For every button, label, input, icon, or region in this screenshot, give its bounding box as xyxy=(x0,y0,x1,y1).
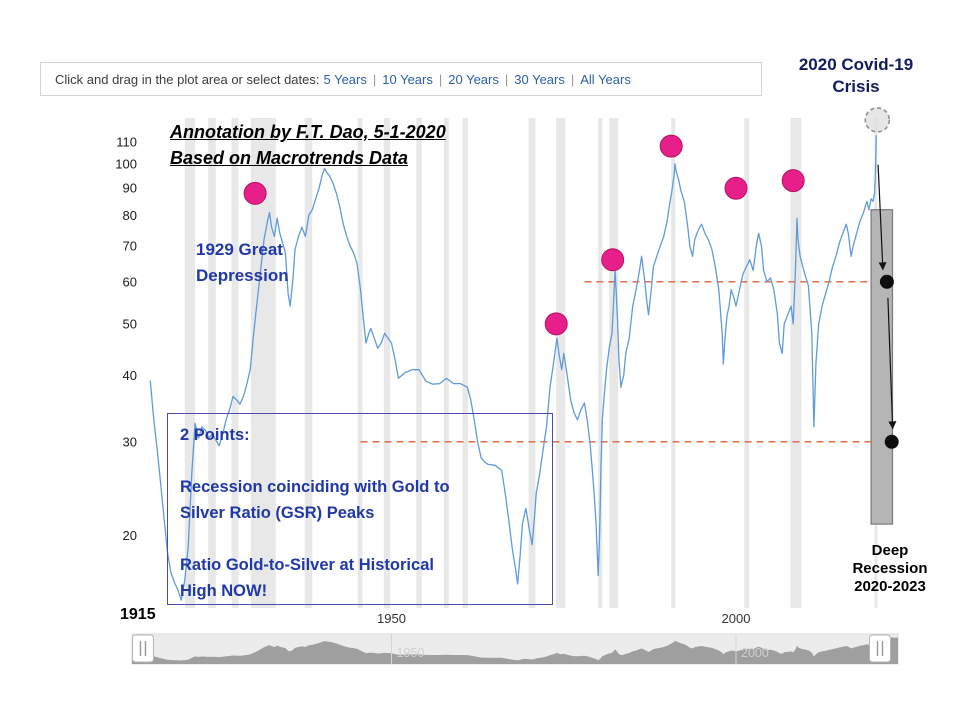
byline-line-2: Based on Macrotrends Data xyxy=(170,148,409,168)
navigator-axis-label: 1950 xyxy=(397,646,425,660)
range-20-years[interactable]: 20 Years xyxy=(448,71,499,87)
y-axis-tick-label: 70 xyxy=(123,239,137,254)
y-axis-tick-label: 30 xyxy=(123,434,137,449)
y-axis-tick-label: 40 xyxy=(123,368,137,383)
range-30-years[interactable]: 30 Years xyxy=(514,71,565,87)
y-axis-tick-label: 110 xyxy=(116,134,137,149)
covid-crisis-line-1: 2020 Covid-19 xyxy=(798,55,914,74)
depression-line-1: 1929 Great xyxy=(196,240,283,259)
y-axis-tick-label: 100 xyxy=(115,156,137,171)
point-2-line-1: Ratio Gold-to-Silver at Historical xyxy=(180,556,434,574)
range-5-years[interactable]: 5 Years xyxy=(323,71,367,87)
y-axis-tick-label: 20 xyxy=(123,528,137,543)
navigator-series-silhouette xyxy=(132,637,898,664)
recession-band xyxy=(443,118,449,608)
separator: | xyxy=(438,71,443,87)
projection-arrow-2 xyxy=(887,297,897,430)
recession-band xyxy=(184,118,196,608)
gsr-peak-marker xyxy=(724,176,748,200)
recession-band xyxy=(383,118,391,608)
gsr-peak-marker xyxy=(659,134,683,158)
recession-band xyxy=(208,118,216,608)
two-points-box: 2 Points: Recession coinciding with Gold… xyxy=(167,413,553,605)
projection-target-dot xyxy=(879,274,894,289)
byline-line-1: Annotation by F.T. Dao, 5-1-2020 xyxy=(170,122,446,142)
recession-band xyxy=(671,118,676,608)
date-range-toolbar: Click and drag in the plot area or selec… xyxy=(40,62,762,96)
deep-recession-line-2: Recession xyxy=(852,560,928,577)
gsr-peak-marker xyxy=(243,181,267,205)
recession-band xyxy=(416,118,422,608)
gsr-peak-marker xyxy=(781,169,805,193)
projection-arrow-1 xyxy=(877,164,887,271)
separator: | xyxy=(570,71,575,87)
separator: | xyxy=(504,71,509,87)
recession-band xyxy=(744,118,750,608)
annotation-byline: Annotation by F.T. Dao, 5-1-2020 Based o… xyxy=(170,119,446,171)
gsr-peak-marker xyxy=(601,248,625,272)
y-axis-tick-label: 90 xyxy=(123,181,137,196)
separator: | xyxy=(372,71,377,87)
recession-band xyxy=(357,118,363,608)
y-axis-tick-label: 80 xyxy=(123,208,137,223)
handle-body xyxy=(869,634,891,663)
covid-peak-marker xyxy=(864,107,891,133)
great-depression-label: 1929 Great Depression xyxy=(196,237,289,289)
recession-band xyxy=(598,118,603,608)
recession-band xyxy=(609,118,619,608)
recession-band xyxy=(231,118,239,608)
covid-crisis-line-2: Crisis xyxy=(832,77,880,96)
navigator-left-handle[interactable] xyxy=(132,634,154,663)
range-10-years[interactable]: 10 Years xyxy=(382,71,433,87)
x-axis-tick-label: 2000 xyxy=(722,611,751,626)
point-1-line-2: Silver Ratio (GSR) Peaks xyxy=(180,504,375,522)
covid-crisis-label: 2020 Covid-19 Crisis xyxy=(772,54,940,98)
points-box-point-1: Recession coinciding with Gold to Silver… xyxy=(180,474,542,526)
depression-line-2: Depression xyxy=(196,266,289,285)
point-1-line-1: Recession coinciding with Gold to xyxy=(180,478,450,496)
handle-body xyxy=(132,634,154,663)
gsr-peak-marker xyxy=(544,312,568,336)
points-box-title: 2 Points: xyxy=(180,426,250,444)
recession-band xyxy=(304,118,313,608)
start-year-label: 1915 xyxy=(120,606,156,623)
recession-band xyxy=(528,118,536,608)
deep-recession-line-3: 2020-2023 xyxy=(854,578,926,595)
range-all-years[interactable]: All Years xyxy=(580,71,631,87)
y-axis-tick-label: 50 xyxy=(123,316,137,331)
deep-recession-label: Deep Recession 2020-2023 xyxy=(838,542,942,596)
deep-recession-line-1: Deep xyxy=(871,542,909,559)
x-axis-tick-label: 1950 xyxy=(377,611,406,626)
recession-band xyxy=(790,118,802,608)
gsr-line-series xyxy=(149,135,877,601)
recession-band xyxy=(462,118,468,608)
point-2-line-2: High NOW! xyxy=(180,582,268,600)
navigator-axis-label: 2000 xyxy=(741,646,769,660)
projection-target-dot xyxy=(884,434,899,449)
points-box-point-2: Ratio Gold-to-Silver at Historical High … xyxy=(180,552,542,604)
toolbar-prompt: Click and drag in the plot area or selec… xyxy=(55,71,320,87)
navigator-right-handle[interactable] xyxy=(869,634,891,663)
y-axis-tick-label: 60 xyxy=(123,274,137,289)
